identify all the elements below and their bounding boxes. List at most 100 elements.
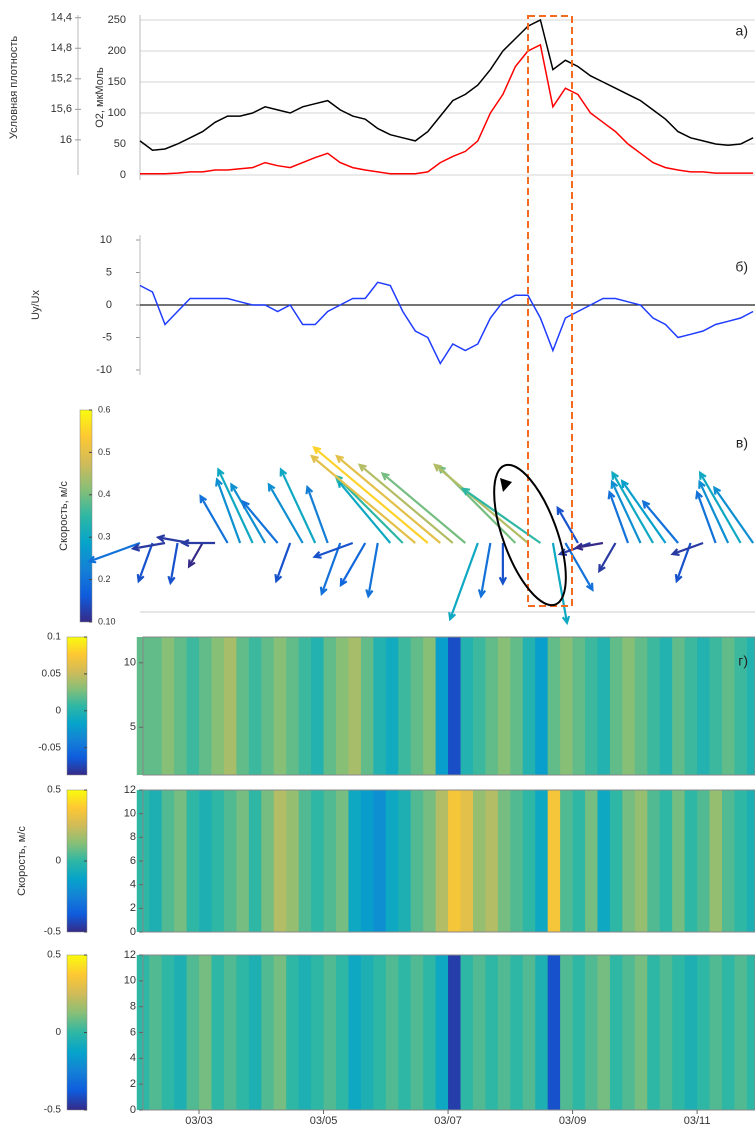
heatmap-column — [684, 637, 698, 775]
heatmap-column — [697, 790, 711, 932]
heatmap-column — [746, 955, 755, 1110]
heatmap-column — [672, 790, 686, 932]
heatmap-column — [647, 790, 661, 932]
colorbar-tick-label: 0.6 — [98, 404, 111, 414]
y-tick-label: 12 — [124, 949, 136, 961]
heatmap-column — [510, 637, 524, 775]
heatmap-column — [286, 955, 300, 1110]
heatmap-column — [709, 790, 723, 932]
heatmap-column — [174, 637, 188, 775]
colorbar — [66, 636, 88, 776]
heatmap-column — [522, 790, 536, 932]
heatmap-column — [373, 790, 387, 932]
velocity-arrow — [230, 482, 267, 544]
heatmap-column — [273, 955, 287, 1110]
heatmap-column — [609, 790, 623, 932]
heatmap-column — [647, 955, 661, 1110]
y-tick-label: 8 — [130, 831, 136, 843]
y-tick-label: 200 — [108, 45, 126, 57]
heatmap-column — [634, 955, 648, 1110]
y-tick-label: 0 — [120, 169, 126, 181]
heatmap-column — [311, 637, 325, 775]
velocity-arrow — [217, 467, 254, 544]
colorbar-tick-label: 0 — [55, 705, 61, 716]
heatmap-column — [585, 955, 598, 1110]
y2-tick-label: 16 — [60, 134, 72, 146]
heatmap-column — [535, 637, 549, 775]
heatmap-column — [236, 955, 250, 1110]
heatmap-column — [360, 955, 374, 1110]
y-tick-label: 0 — [130, 1104, 136, 1116]
heatmap-column — [211, 955, 225, 1110]
heatmap-column — [410, 955, 424, 1110]
ellipse-arrowhead — [500, 478, 512, 492]
heatmap-column — [472, 955, 486, 1110]
plot-frame — [142, 636, 755, 776]
colorbar-tick-label: 0.4 — [98, 489, 111, 499]
y-tick-label: -10 — [96, 364, 112, 376]
y-tick-label: 100 — [108, 107, 126, 119]
heatmap-column — [161, 790, 175, 932]
heatmap-column — [149, 637, 163, 775]
heatmap-column — [398, 637, 412, 775]
heatmap-column — [174, 955, 188, 1110]
velocity-arrow — [432, 463, 529, 544]
y-tick-label: 2 — [130, 1078, 136, 1090]
velocity-arrow — [598, 542, 617, 574]
heatmap-column — [746, 790, 755, 932]
heatmap-column — [485, 637, 499, 775]
heatmap-column — [435, 637, 449, 775]
heatmap-column — [298, 955, 312, 1110]
velocity-arrow — [312, 541, 354, 559]
heatmap-column — [672, 955, 686, 1110]
heatmap-column — [373, 955, 387, 1110]
colorbar-tick-label: -0.5 — [44, 1105, 62, 1116]
heatmap-column — [497, 955, 511, 1110]
heatmap-column — [323, 955, 337, 1110]
heatmap-column — [298, 637, 312, 775]
colorbar-tick-label: 0.5 — [47, 950, 61, 961]
heatmap-column — [149, 955, 163, 1110]
y-tick-label: 6 — [130, 855, 136, 867]
heatmap-column — [609, 637, 623, 775]
y2-tick-label: 14,4 — [51, 12, 72, 24]
heatmap-column — [423, 637, 437, 775]
heatmap-column — [348, 790, 362, 932]
y-tick-label: 10 — [100, 234, 112, 246]
heatmap-column — [199, 955, 212, 1110]
heatmap-column — [211, 637, 225, 775]
heatmap-column — [373, 637, 387, 775]
velocity-arrow — [695, 489, 717, 544]
velocity-arrow — [136, 542, 154, 584]
heatmap-column — [659, 637, 673, 775]
x-tick-label: 03/11 — [684, 1115, 711, 1126]
y-axis-label: O2, мкМоль — [94, 67, 106, 128]
heatmap-column — [186, 637, 200, 775]
velocity-arrow — [610, 479, 642, 544]
heatmap-column — [697, 955, 711, 1110]
colorbar-tick-label: 0.5 — [47, 785, 61, 796]
velocity-arrow — [557, 541, 591, 557]
colorbar-tick-label: 0.2 — [98, 574, 111, 584]
heatmap-column — [697, 637, 711, 775]
heatmap-column — [298, 790, 312, 932]
velocity-arrow — [556, 505, 579, 544]
heatmap-column — [286, 790, 300, 932]
heatmap-column — [223, 790, 237, 932]
colorbar-tick-label: 0 — [55, 1027, 61, 1038]
heatmap-column — [659, 790, 673, 932]
heatmap-column — [410, 637, 424, 775]
velocity-arrow — [698, 479, 730, 544]
heatmap-column — [609, 955, 623, 1110]
velocity-arrow — [620, 479, 667, 544]
heatmap-column — [472, 790, 486, 932]
overlay — [493, 15, 573, 607]
heatmap-column — [336, 637, 349, 775]
y-tick-label: -5 — [102, 331, 112, 343]
velocity-arrow — [130, 541, 166, 552]
heatmap-column — [311, 790, 325, 932]
y-tick-label: 4 — [130, 879, 136, 891]
panel-label: б) — [735, 259, 748, 275]
heatmap-column — [522, 637, 536, 775]
